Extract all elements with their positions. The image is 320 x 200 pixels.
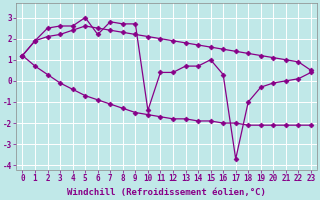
X-axis label: Windchill (Refroidissement éolien,°C): Windchill (Refroidissement éolien,°C) [67,188,266,197]
